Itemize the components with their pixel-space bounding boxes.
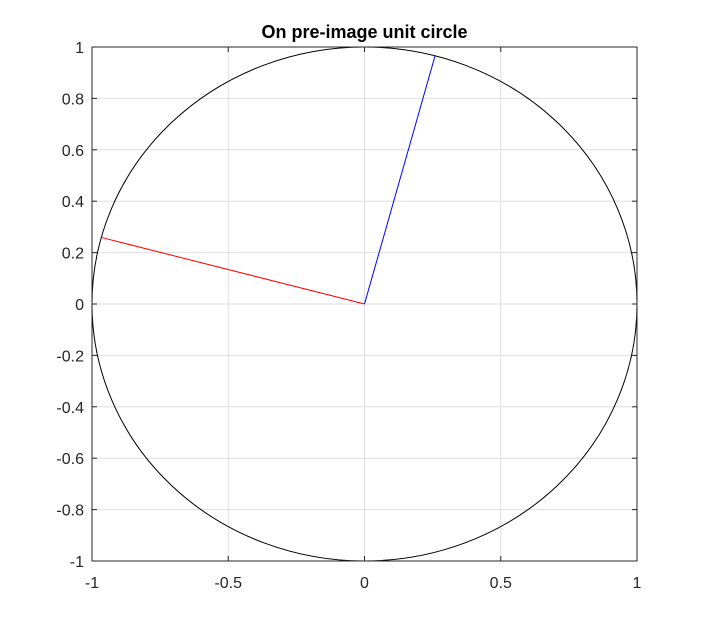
y-tick-label: -0.4 [56, 400, 84, 417]
y-tick-label: -0.2 [56, 348, 84, 365]
axis-ticks [91, 46, 638, 562]
chart-title: On pre-image unit circle [261, 22, 467, 42]
x-tick-label: -1 [85, 575, 99, 592]
y-tick-label: -0.8 [56, 503, 84, 520]
y-tick-label: 0.8 [62, 91, 84, 108]
y-tick-label: 0 [75, 297, 84, 314]
y-tick-label: 1 [75, 40, 84, 57]
y-tick-label: 0.6 [62, 143, 84, 160]
y-axis-tick-labels: -1 -0.8 -0.6 -0.4 -0.2 0 0.2 0.4 0.6 0.8 1 [56, 40, 84, 571]
y-tick-label: -1 [70, 554, 84, 571]
y-tick-label: -0.6 [56, 451, 84, 468]
series-lines [101, 55, 436, 305]
y-tick-label: 0.4 [62, 194, 84, 211]
x-tick-label: 1 [633, 575, 642, 592]
series-line-2 [364, 55, 436, 305]
y-tick-label: 0.2 [62, 246, 84, 263]
x-tick-label: -0.5 [214, 575, 242, 592]
series-line-1 [101, 236, 365, 305]
x-axis-tick-labels: -1 -0.5 0 0.5 1 [85, 575, 642, 592]
x-tick-label: 0.5 [490, 575, 512, 592]
x-tick-label: 0 [360, 575, 369, 592]
